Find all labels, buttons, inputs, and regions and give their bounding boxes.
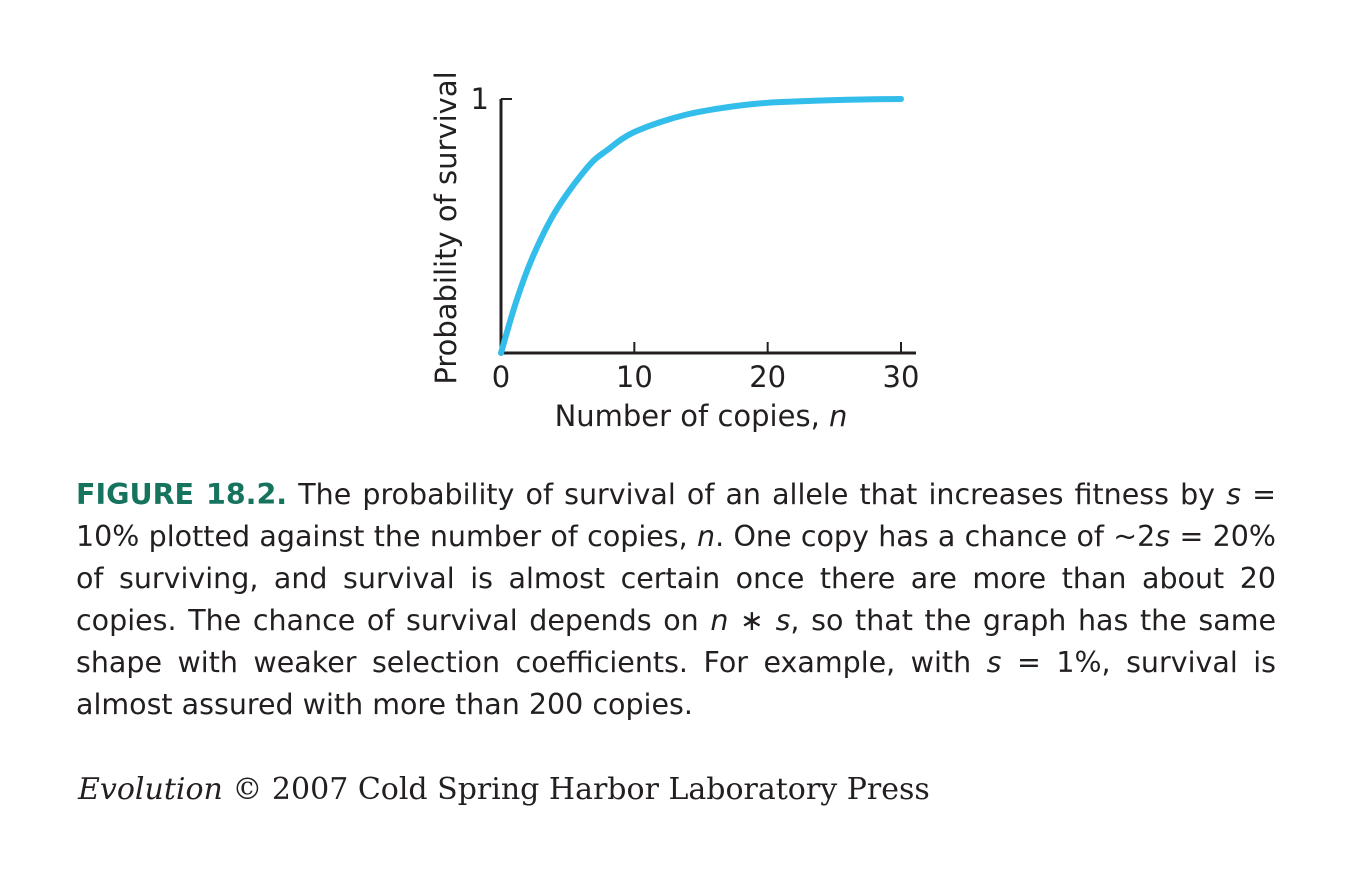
caption-var-s: s: [775, 604, 791, 637]
caption-text-6: , so that the graph has the same shape w…: [76, 604, 1277, 679]
chart: 0 10 20 30 1 Number of copies, n Probability o…: [429, 71, 919, 433]
caption-var-s: s: [986, 646, 1002, 679]
chart-marks: [498, 96, 904, 356]
figure-label: FIGURE 18.2.: [76, 478, 288, 511]
copyright-credit: Evolution © 2007 Cold Spring Harbor Labo…: [78, 772, 930, 807]
caption-var-s: s: [1226, 478, 1241, 511]
chart-labels: 0 10 20 30 1 Number of copies, n Probability o…: [429, 71, 919, 433]
x-tick-label: 20: [749, 360, 786, 394]
x-axis-label: Number of copies, n: [555, 399, 848, 433]
x-axis-label-variable: n: [829, 399, 847, 433]
x-axis-label-text: Number of copies,: [555, 399, 829, 433]
caption-text-1: The probability of survival of an allele…: [287, 478, 1227, 511]
caption-var-s: s: [1155, 520, 1171, 553]
caption-var-n: n: [697, 520, 716, 553]
x-tick-label: 10: [616, 360, 653, 394]
book-title: Evolution: [78, 772, 223, 807]
chart-axes: [499, 98, 916, 355]
copyright-text: © 2007 Cold Spring Harbor Laboratory Pre…: [222, 772, 930, 807]
caption-text-3: . One copy has a chance of ~2: [715, 520, 1156, 553]
x-tick-label: 30: [883, 360, 920, 394]
caption-text-4: = 20% of surviving, and survival is almo…: [76, 520, 1276, 637]
figure-caption: FIGURE 18.2. The probability of survival…: [76, 474, 1276, 726]
caption-text-2: = 10% plotted against the number of copi…: [76, 478, 1276, 553]
caption-text-7: = 1%, survival is almost assured with mo…: [76, 646, 1276, 721]
survival-curve: [498, 96, 904, 356]
caption-var-n: n: [710, 604, 729, 637]
y-tick-label: 1: [471, 82, 489, 116]
caption-text-5: ∗: [728, 604, 776, 637]
y-axis-label: Probability of survival: [429, 71, 463, 384]
x-tick-label: 0: [492, 360, 510, 394]
